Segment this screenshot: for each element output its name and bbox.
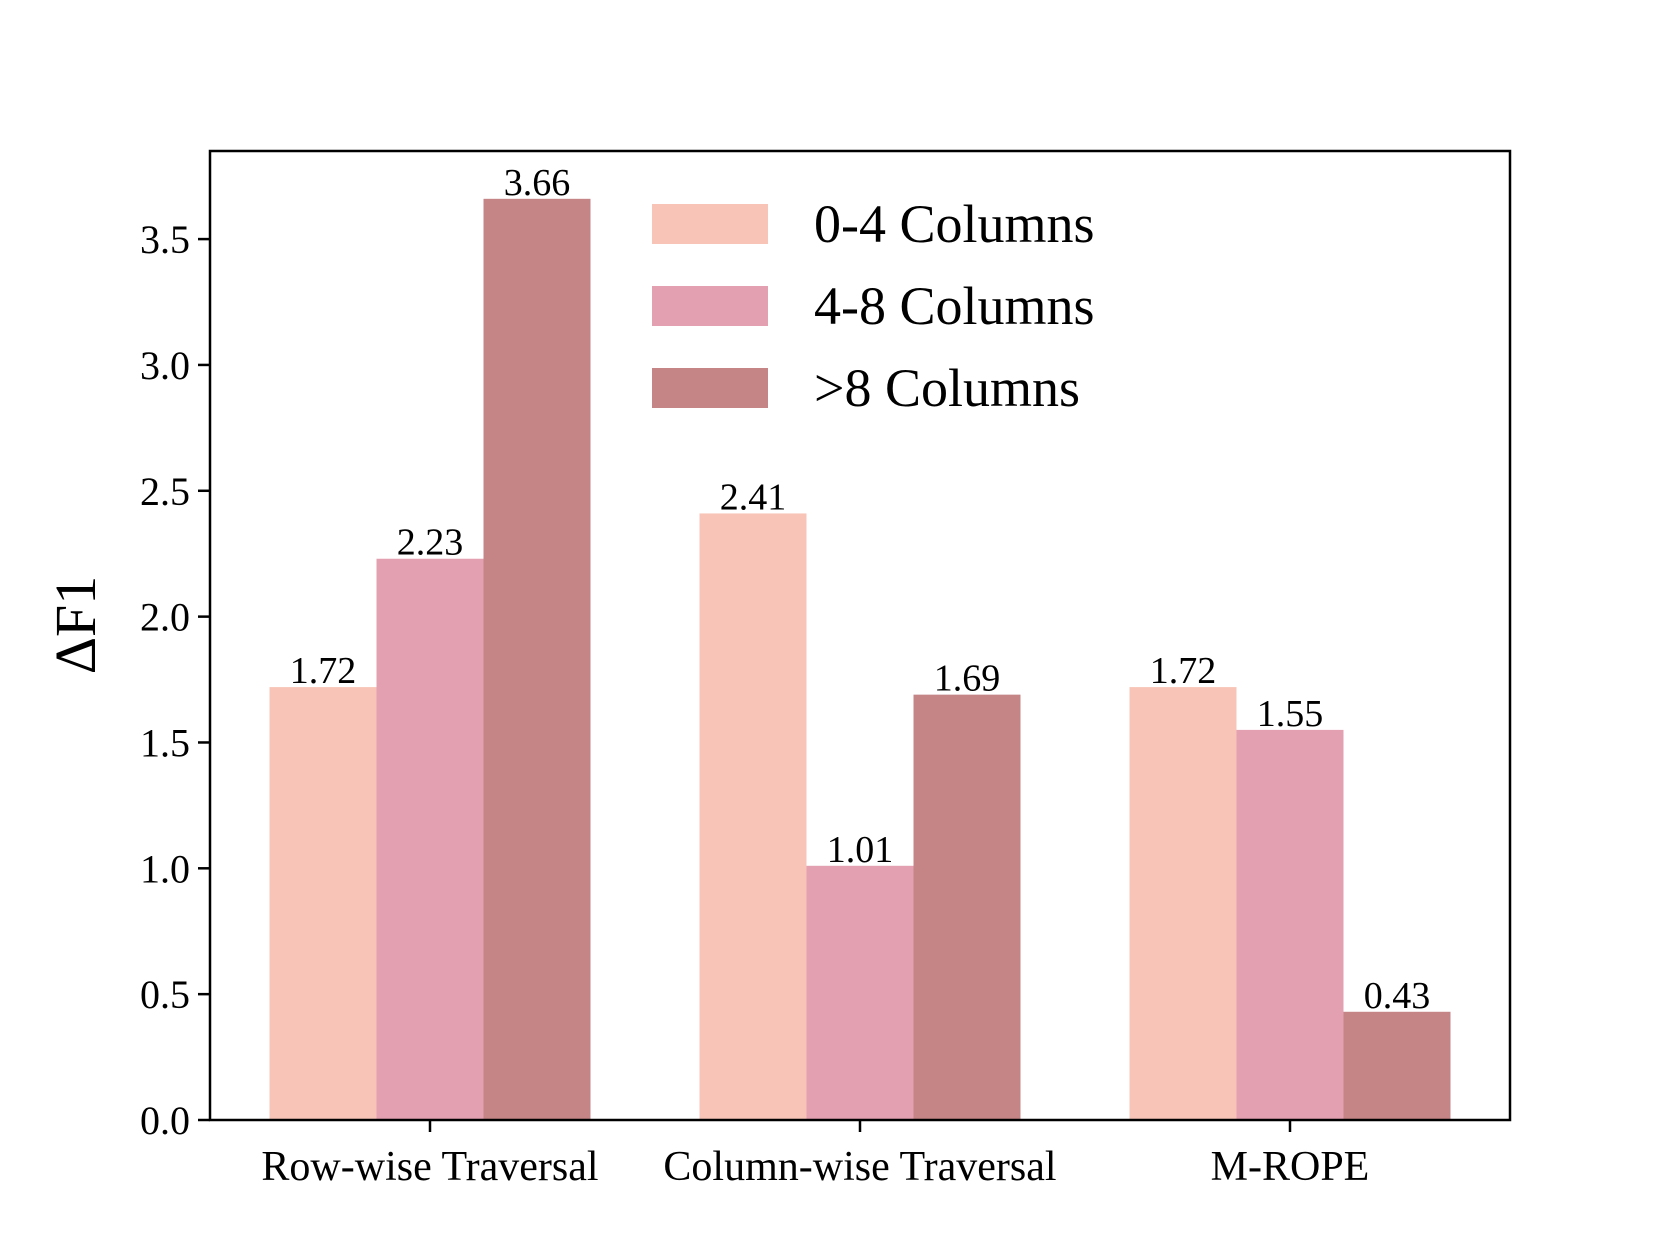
data-label-0-2: 3.66	[504, 162, 571, 204]
data-label-2-1: 1.55	[1257, 693, 1324, 735]
x-tick-label: M-ROPE	[1211, 1144, 1370, 1190]
legend-swatch-2	[652, 368, 768, 408]
y-tick-label: 0.5	[140, 972, 190, 1017]
bar-2-1	[1236, 729, 1344, 1120]
data-label-1-0: 2.41	[720, 476, 787, 518]
bar-0-0	[269, 687, 377, 1120]
y-tick-label: 2.0	[140, 595, 190, 640]
data-label-0-1: 2.23	[397, 522, 464, 564]
x-tick-label: Column-wise Traversal	[663, 1144, 1056, 1190]
y-tick-label: 1.5	[140, 720, 190, 765]
bar-0-2	[483, 198, 591, 1120]
data-labels-layer: 1.72 2.23 3.66 2.41 1.01 1.69 1.72 1.55 0.43	[290, 162, 1431, 1017]
y-tick-label: 0.0	[140, 1098, 190, 1143]
y-tick-label: 2.5	[140, 469, 190, 514]
y-axis: 0.0 0.5 1.0 1.5 2.0 2.5 3.0 3.5	[140, 217, 210, 1143]
legend-label-1: 4-8 Columns	[814, 276, 1095, 336]
bars-layer	[269, 198, 1451, 1120]
legend-swatch-0	[652, 204, 768, 244]
legend: 0-4 Columns 4-8 Columns >8 Columns	[652, 194, 1095, 418]
legend-swatch-1	[652, 286, 768, 326]
legend-label-2: >8 Columns	[814, 358, 1080, 418]
bar-1-1	[806, 865, 914, 1120]
x-tick-label: Row-wise Traversal	[261, 1144, 598, 1190]
bar-1-0	[699, 513, 807, 1120]
y-tick-label: 3.0	[140, 343, 190, 388]
bar-2-0	[1129, 687, 1237, 1120]
data-label-1-1: 1.01	[827, 829, 894, 871]
data-label-1-2: 1.69	[934, 658, 1001, 700]
data-label-0-0: 1.72	[290, 650, 357, 692]
bar-2-2	[1343, 1011, 1451, 1120]
legend-label-0: 0-4 Columns	[814, 194, 1095, 254]
data-label-2-0: 1.72	[1150, 650, 1217, 692]
y-tick-label: 1.0	[140, 846, 190, 891]
x-axis: Row-wise Traversal Column-wise Traversal M…	[261, 1120, 1369, 1190]
data-label-2-2: 0.43	[1364, 975, 1431, 1017]
y-tick-label: 3.5	[140, 217, 190, 262]
y-axis-title: ΔF1	[43, 576, 108, 675]
bar-0-1	[376, 558, 484, 1120]
bar-1-2	[913, 694, 1021, 1120]
